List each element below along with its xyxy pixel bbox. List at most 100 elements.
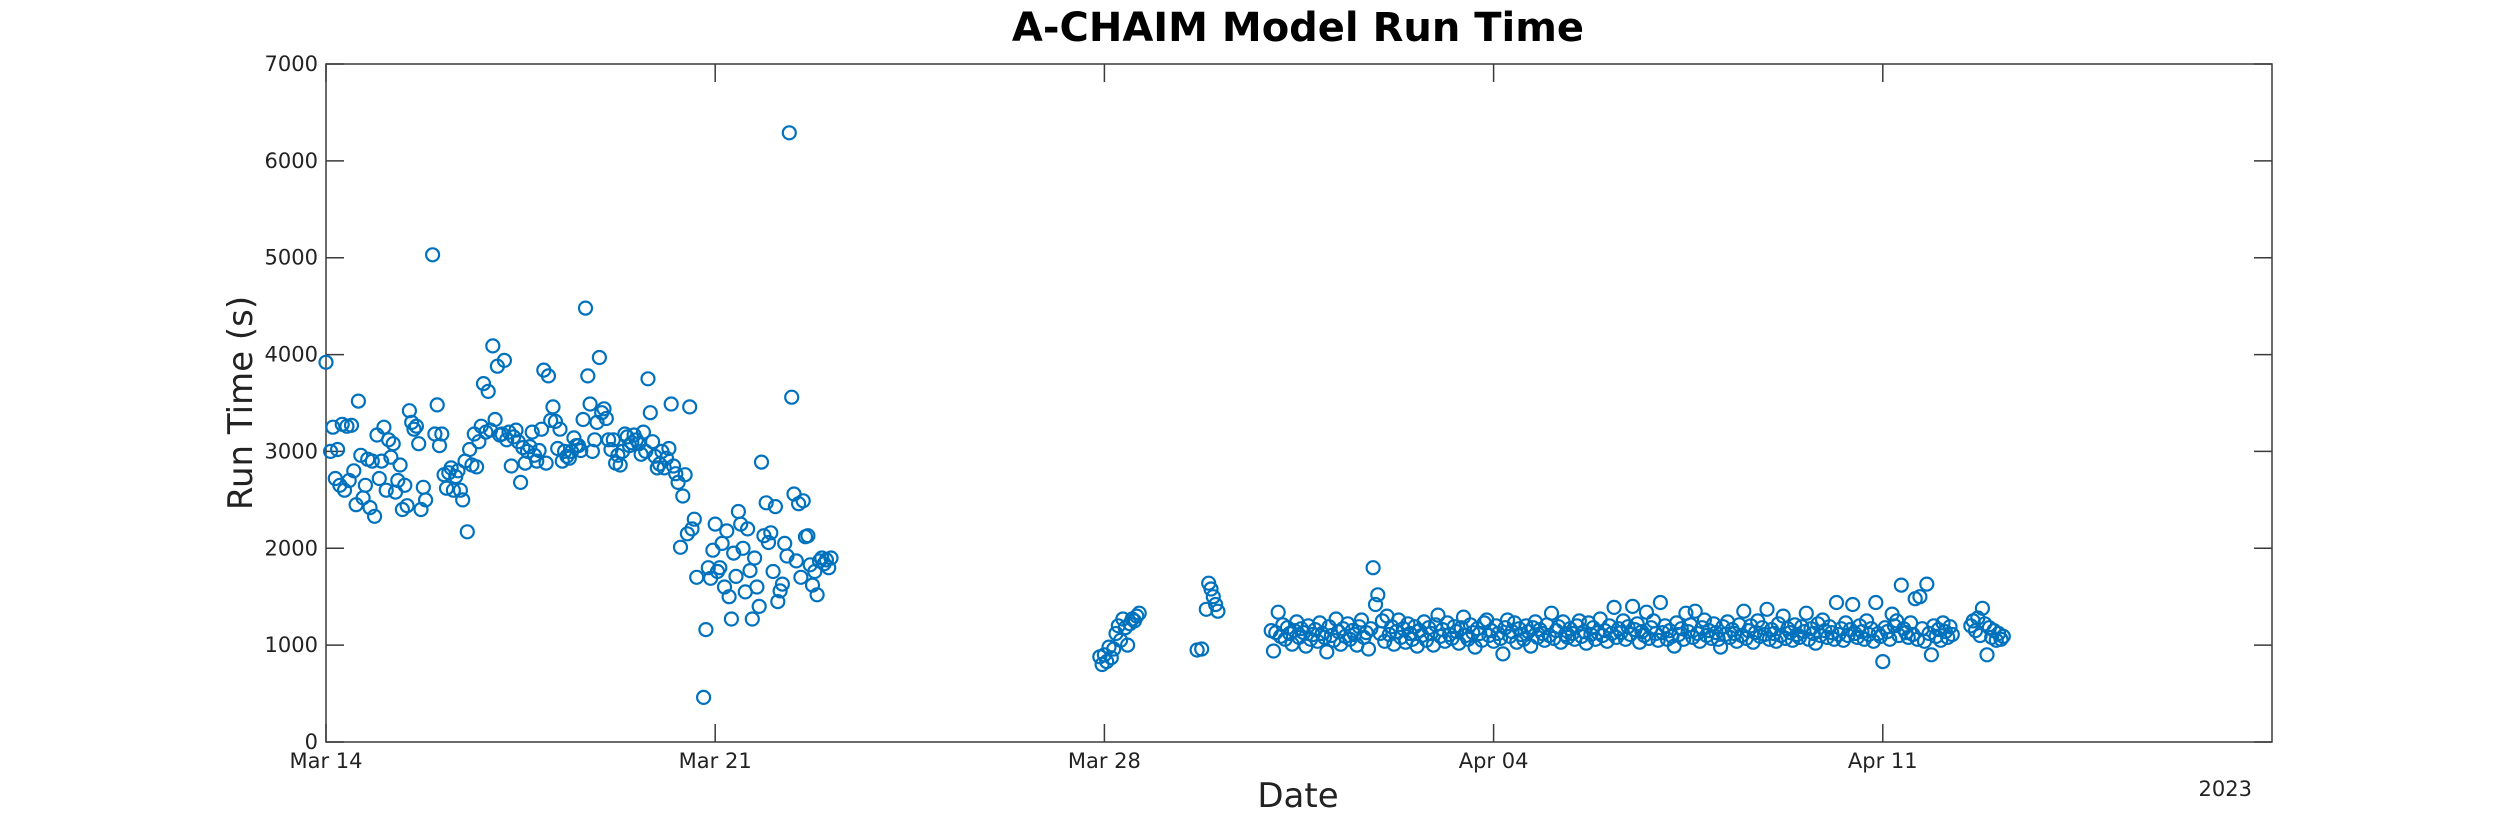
data-point	[795, 493, 811, 509]
data-point	[1675, 631, 1692, 647]
data-points	[318, 125, 2011, 706]
data-point	[522, 439, 538, 455]
data-point	[600, 432, 617, 448]
data-point	[1979, 647, 1995, 663]
data-point	[1606, 599, 1622, 616]
data-point	[512, 474, 529, 490]
data-point	[742, 562, 758, 579]
data-point	[469, 459, 485, 475]
data-point	[707, 516, 723, 532]
data-point	[450, 463, 466, 479]
data-point	[343, 417, 360, 433]
data-point	[677, 467, 693, 483]
year-label: 2023	[2199, 777, 2252, 801]
data-point	[1993, 631, 2009, 647]
data-point	[554, 453, 570, 469]
data-point	[1578, 635, 1594, 651]
data-point	[1893, 577, 1909, 593]
data-point	[1495, 646, 1511, 662]
data-point	[1638, 604, 1655, 620]
data-point	[582, 396, 598, 412]
data-point	[399, 498, 415, 514]
data-point	[1759, 601, 1775, 617]
data-point	[1583, 626, 1599, 643]
data-point	[730, 503, 747, 520]
data-point	[596, 401, 612, 417]
data-point	[668, 466, 684, 482]
data-point	[672, 539, 689, 555]
data-point	[545, 399, 561, 415]
data-point	[1856, 631, 1872, 647]
data-point	[695, 689, 712, 706]
data-point	[689, 569, 705, 585]
x-tick-label: Mar 21	[679, 749, 752, 773]
data-point	[605, 432, 621, 448]
data-point	[675, 488, 691, 504]
data-point	[1194, 641, 1210, 657]
y-axis: 0 1000 2000 3000 4000 5000 6000 7000	[265, 52, 2272, 754]
data-point	[1650, 632, 1666, 648]
data-point	[397, 477, 413, 493]
y-tick-label: 4000	[265, 343, 318, 367]
data-point	[610, 447, 626, 463]
data-point	[1882, 631, 1898, 647]
data-point	[538, 455, 554, 471]
data-point	[823, 550, 839, 566]
data-point	[1835, 632, 1852, 648]
y-tick-label: 6000	[265, 149, 318, 173]
data-point	[1919, 576, 1935, 592]
data-point	[533, 421, 550, 437]
data-point	[1099, 653, 1115, 670]
data-point	[682, 399, 698, 415]
data-point	[1465, 624, 1481, 641]
data-point	[1543, 605, 1560, 621]
data-point	[753, 454, 770, 470]
data-point	[1210, 603, 1226, 619]
data-point	[362, 500, 378, 516]
x-axis: Mar 14 Mar 21 Mar 28 Apr 04 Apr 11	[289, 64, 1918, 773]
data-point	[765, 563, 781, 580]
data-point	[784, 389, 800, 405]
data-point	[531, 442, 547, 459]
data-point	[577, 300, 594, 316]
data-point	[561, 450, 577, 466]
data-point	[670, 474, 686, 490]
data-point	[485, 338, 501, 354]
data-point	[1828, 594, 1845, 611]
data-point	[705, 542, 721, 558]
data-point	[1483, 622, 1499, 639]
data-point	[1736, 603, 1752, 619]
data-point	[800, 528, 816, 544]
data-point	[1912, 589, 1928, 605]
data-point	[1875, 653, 1891, 670]
data-point	[767, 499, 784, 515]
data-point	[1798, 605, 1814, 621]
data-point	[552, 421, 568, 437]
data-point	[1921, 625, 1937, 642]
data-point	[547, 413, 564, 429]
data-point	[723, 611, 740, 627]
x-axis-label: Date	[1257, 776, 1338, 816]
data-point	[712, 560, 728, 576]
data-point	[1933, 632, 1949, 648]
data-point	[739, 521, 756, 537]
data-point	[1597, 622, 1613, 639]
data-point	[763, 525, 779, 541]
data-point	[686, 511, 702, 527]
data-point	[1706, 616, 1722, 632]
y-tick-label: 5000	[265, 246, 318, 270]
data-point	[591, 349, 608, 366]
data-point	[1629, 616, 1645, 632]
data-point	[330, 441, 346, 458]
data-point	[496, 352, 512, 368]
data-point	[1312, 615, 1328, 631]
data-point	[640, 371, 656, 387]
data-point	[487, 411, 503, 428]
data-point	[746, 550, 763, 566]
data-point	[434, 426, 450, 442]
data-point	[774, 576, 791, 592]
data-point	[378, 482, 394, 498]
data-point	[679, 526, 696, 542]
data-point	[1944, 626, 1960, 643]
